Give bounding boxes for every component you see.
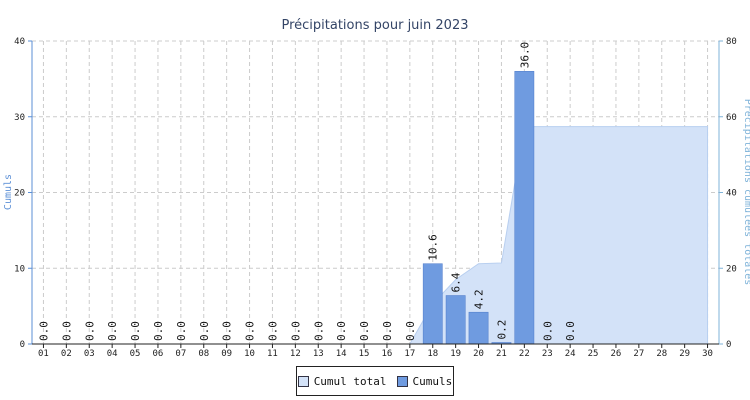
- cumulative-area: [43, 126, 709, 345]
- x-tick-label: 19: [450, 349, 461, 359]
- data-label-14: 0.0: [335, 321, 348, 341]
- x-tick-label: 09: [221, 349, 232, 359]
- data-label-09: 0.0: [221, 321, 234, 341]
- y2-axis-title: Précipitations cumulées totales: [742, 99, 750, 286]
- data-label-16: 0.0: [381, 321, 394, 341]
- x-tick-label: 04: [107, 349, 118, 359]
- data-labels: 0.0 0.0 0.0 0.0 0.0 0.0 0.0 0.0 0.0 0.0 0.0 0.0 0.0 0…: [37, 42, 577, 341]
- data-label-13: 0.0: [312, 321, 325, 341]
- data-label-20: 4.2: [473, 289, 486, 309]
- x-tick-label: 14: [336, 349, 347, 359]
- x-tick-label: 17: [404, 349, 415, 359]
- cumulative-area-series: [43, 126, 709, 345]
- legend-label-total: Cumul total: [313, 374, 387, 388]
- data-label-12: 0.0: [289, 321, 302, 341]
- x-tick-label: 25: [588, 349, 599, 359]
- y2-tick-label: 40: [726, 189, 737, 199]
- data-label-02: 0.0: [60, 321, 73, 341]
- data-label-10: 0.0: [244, 321, 257, 341]
- x-tick-label: 01: [38, 349, 49, 359]
- data-label-19: 6.4: [450, 272, 463, 292]
- x-tick-label: 08: [198, 349, 209, 359]
- x-tick-label: 24: [565, 349, 576, 359]
- data-label-23: 0.0: [541, 321, 554, 341]
- legend-label-cumuls: Cumuls: [412, 374, 453, 388]
- chart-title: Précipitations pour juin 2023: [281, 18, 468, 33]
- x-tick-label: 12: [290, 349, 301, 359]
- x-tick-label: 07: [175, 349, 186, 359]
- data-label-03: 0.0: [83, 321, 96, 341]
- y2-tick-label: 20: [726, 264, 737, 274]
- bar-20: [468, 311, 489, 345]
- data-label-22: 36.0: [518, 42, 531, 69]
- x-tick-label: 06: [153, 349, 164, 359]
- x-tick-label: 21: [496, 349, 507, 359]
- legend-swatch-total: [297, 375, 309, 387]
- x-tick-label: 13: [313, 349, 324, 359]
- data-label-18: 10.6: [427, 234, 440, 261]
- data-label-08: 0.0: [198, 321, 211, 341]
- y2-tick-label: 0: [726, 340, 731, 350]
- data-label-07: 0.0: [175, 321, 188, 341]
- data-label-21: 0.2: [495, 320, 508, 340]
- x-tick-label: 10: [244, 349, 255, 359]
- legend-swatch-cumuls: [396, 375, 408, 387]
- data-label-01: 0.0: [37, 321, 50, 341]
- x-tick-label: 02: [61, 349, 72, 359]
- x-tick-label: 23: [542, 349, 553, 359]
- bar-18: [422, 263, 443, 345]
- y-tick-label: 10: [14, 264, 25, 274]
- x-tick-label: 28: [656, 349, 667, 359]
- x-tick-label: 26: [611, 349, 622, 359]
- x-tick-label: 22: [519, 349, 530, 359]
- x-tick-label: 30: [702, 349, 713, 359]
- x-tick-label: 29: [679, 349, 690, 359]
- legend-item-total: Cumul total: [297, 374, 387, 388]
- data-label-24: 0.0: [564, 321, 577, 341]
- x-tick-label: 05: [130, 349, 141, 359]
- x-tick-label: 27: [633, 349, 644, 359]
- x-tick-label: 15: [359, 349, 370, 359]
- bar-22: [514, 71, 535, 345]
- data-label-15: 0.0: [358, 321, 371, 341]
- data-label-04: 0.0: [106, 321, 119, 341]
- bars-series: [422, 71, 535, 345]
- x-tick-label: 11: [267, 349, 278, 359]
- data-label-17: 0.0: [404, 321, 417, 341]
- data-label-06: 0.0: [152, 321, 165, 341]
- y-tick-label: 20: [14, 189, 25, 199]
- y-axis-title: Cumuls: [3, 174, 14, 210]
- legend: Cumul total Cumuls: [296, 366, 454, 396]
- y2-tick-label: 60: [726, 113, 737, 123]
- x-tick-label: 20: [473, 349, 484, 359]
- data-label-05: 0.0: [129, 321, 142, 341]
- y-tick-label: 30: [14, 113, 25, 123]
- y-tick-label: 40: [14, 37, 25, 47]
- x-tick-label: 03: [84, 349, 95, 359]
- x-tick-label: 16: [382, 349, 393, 359]
- data-label-11: 0.0: [266, 321, 279, 341]
- y-tick-label: 0: [20, 340, 25, 350]
- x-tick-label: 18: [427, 349, 438, 359]
- y2-tick-label: 80: [726, 37, 737, 47]
- bar-19: [445, 295, 466, 345]
- legend-item-cumuls: Cumuls: [396, 374, 453, 388]
- axes: 0 10 20 30 40 0 20 40 60 80 01 02 03 04 05 06 07 08 09 10 11…: [14, 37, 737, 359]
